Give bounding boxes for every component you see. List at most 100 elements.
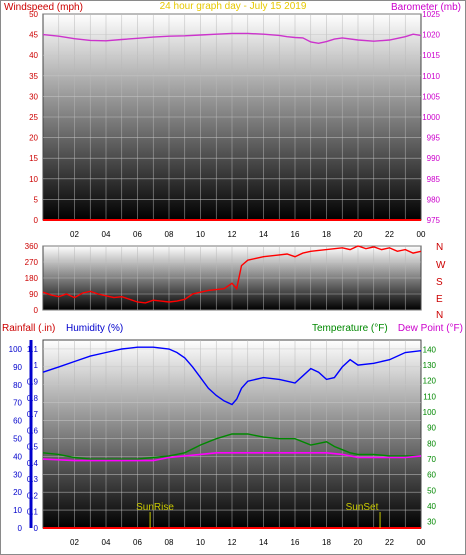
direction-tick-label: 360 (25, 242, 39, 251)
rainfall-tick-label: 0.4 (27, 459, 39, 468)
rainfall-axis-label: Rainfall (.in) (2, 323, 55, 334)
rainfall-tick-label: 0.2 (27, 491, 39, 500)
humidity-tick-label: 90 (13, 363, 22, 372)
x-tick-label: 02 (70, 538, 79, 547)
series-lines (29, 32, 422, 529)
windspeed-tick-label: 0 (34, 216, 39, 225)
rainfall-tick-label: 1 (34, 361, 39, 370)
direction-tick-label: 270 (25, 258, 39, 267)
x-tick-label: 10 (196, 230, 205, 239)
sunrise-label: SunRise (136, 502, 174, 513)
x-tick-label: 18 (322, 538, 331, 547)
humidity-tick-label: 30 (13, 470, 22, 479)
barometer-tick-label: 1005 (422, 92, 440, 101)
humidity-tick-label: 50 (13, 434, 22, 443)
barometer-tick-label: 975 (427, 216, 441, 225)
humidity-axis-label: Humidity (%) (66, 323, 123, 334)
humidity-tick-label: 70 (13, 399, 22, 408)
temperature-tick-label: 120 (423, 377, 437, 386)
x-tick-label: 10 (196, 538, 205, 547)
windspeed-tick-label: 15 (29, 154, 38, 163)
temperature-tick-label: 130 (423, 361, 437, 370)
windspeed-tick-label: 50 (29, 10, 38, 19)
x-tick-label: 04 (102, 538, 111, 547)
temperature-tick-label: 80 (427, 439, 436, 448)
windspeed-tick-label: 5 (34, 195, 39, 204)
humidity-tick-label: 100 (9, 345, 23, 354)
barometer-tick-label: 980 (427, 195, 441, 204)
barometer-tick-label: 985 (427, 175, 441, 184)
rainfall-tick-label: 1.1 (27, 345, 39, 354)
chart-title: 24 hour graph day - July 15 2019 (160, 1, 307, 12)
barometer-tick-label: 1015 (422, 51, 440, 60)
x-tick-label: 06 (133, 538, 142, 547)
x-tick-label: 06 (133, 230, 142, 239)
x-tick-label: 04 (102, 230, 111, 239)
temperature-tick-label: 40 (427, 502, 436, 511)
x-tick-label: 18 (322, 230, 331, 239)
barometer-line (42, 32, 422, 45)
x-tick-label: 16 (291, 538, 300, 547)
temperature-tick-label: 30 (427, 518, 436, 527)
direction-tick-label: 90 (29, 290, 38, 299)
windspeed-tick-label: 45 (29, 31, 38, 40)
x-tick-label: 22 (385, 230, 394, 239)
sunset-label: SunSet (346, 502, 379, 513)
temperature-tick-label: 50 (427, 486, 436, 495)
direction-tick-label: 0 (34, 306, 39, 315)
rainfall-tick-label: 0.7 (27, 410, 39, 419)
barometer-tick-label: 1000 (422, 113, 440, 122)
direction-tick-label: 180 (25, 274, 39, 283)
temperature-tick-label: 70 (427, 455, 436, 464)
barometer-tick-label: 1020 (422, 31, 440, 40)
compass-s: S (436, 277, 443, 288)
humidity-tick-label: 80 (13, 381, 22, 390)
wind-direction-line (42, 245, 422, 304)
compass-e: E (436, 294, 443, 305)
temperature-line (42, 433, 421, 460)
x-tick-label: 14 (259, 538, 268, 547)
tick-labels: 0202040406060808101012121414161618182020… (9, 10, 441, 547)
barometer-axis-label: Barometer (mb) (391, 2, 461, 13)
rainfall-tick-label: 0.1 (27, 508, 39, 517)
x-tick-label: 16 (291, 230, 300, 239)
windspeed-tick-label: 10 (29, 175, 38, 184)
compass-w: W (436, 260, 446, 271)
barometer-tick-label: 990 (427, 154, 441, 163)
x-tick-label: 14 (259, 230, 268, 239)
windspeed-tick-label: 25 (29, 113, 38, 122)
rainfall-tick-label: 0.9 (27, 378, 39, 387)
windspeed-tick-label: 35 (29, 72, 38, 81)
windspeed-tick-label: 40 (29, 51, 38, 60)
compass-n-top: N (436, 242, 443, 253)
rainfall-tick-label: 0.5 (27, 443, 39, 452)
humidity-tick-label: 20 (13, 488, 22, 497)
humidity-tick-label: 0 (18, 524, 23, 533)
rainfall-tick-label: 0.6 (27, 426, 39, 435)
temperature-tick-label: 100 (423, 408, 437, 417)
x-tick-label: 00 (417, 538, 426, 547)
temperature-tick-label: 90 (427, 424, 436, 433)
x-tick-label: 20 (354, 230, 363, 239)
x-tick-label: 12 (228, 230, 237, 239)
temperature-axis-label: Temperature (°F) (312, 323, 388, 334)
dewpoint-line (42, 451, 422, 462)
x-tick-label: 12 (228, 538, 237, 547)
x-tick-label: 22 (385, 538, 394, 547)
rainfall-tick-label: 0.3 (27, 475, 39, 484)
x-tick-label: 02 (70, 230, 79, 239)
windspeed-tick-label: 20 (29, 134, 38, 143)
dewpoint-axis-label: Dew Point (°F) (398, 323, 463, 334)
windspeed-axis-label: Windspeed (mph) (4, 2, 83, 13)
barometer-tick-label: 1025 (422, 10, 440, 19)
barometer-tick-label: 1010 (422, 72, 440, 81)
rainfall-tick-label: 0 (34, 524, 39, 533)
humidity-line (42, 346, 422, 406)
x-tick-label: 08 (165, 230, 174, 239)
humidity-tick-label: 60 (13, 417, 22, 426)
temperature-tick-label: 110 (423, 392, 436, 401)
rainfall-tick-label: 0.8 (27, 394, 39, 403)
x-tick-label: 20 (354, 538, 363, 547)
barometer-tick-label: 995 (427, 134, 441, 143)
